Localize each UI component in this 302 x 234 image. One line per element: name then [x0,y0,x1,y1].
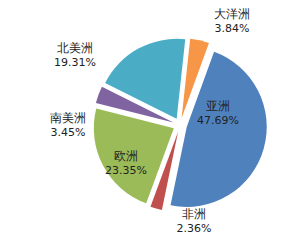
slice-name: 非洲 [182,207,206,221]
slice-name: 大洋洲 [214,7,250,21]
slice-value: 23.35% [105,164,147,177]
slice-name: 亚洲 [206,99,230,113]
slice-value: 3.84% [215,22,250,35]
pie-slice [105,39,185,119]
pie-slice [94,109,174,204]
slice-value: 2.36% [177,222,212,234]
slice-name: 北美洲 [57,41,93,55]
chart: 亚洲47.69% 非洲2.36% 欧洲23.35% 南美洲3.45% 北美洲19.31%… [0,0,302,234]
pie-slice [171,52,267,207]
pie-slice [182,39,209,119]
slice-name: 南美洲 [50,111,86,125]
slice-value: 47.69% [197,114,239,127]
slice-value: 19.31% [54,56,96,69]
pie [94,39,267,210]
data-labels: 亚洲47.69% 非洲2.36% 欧洲23.35% 南美洲3.45% 北美洲19.31%… [50,7,250,234]
slice-name: 欧洲 [114,149,138,163]
slice-value: 3.45% [51,126,86,139]
